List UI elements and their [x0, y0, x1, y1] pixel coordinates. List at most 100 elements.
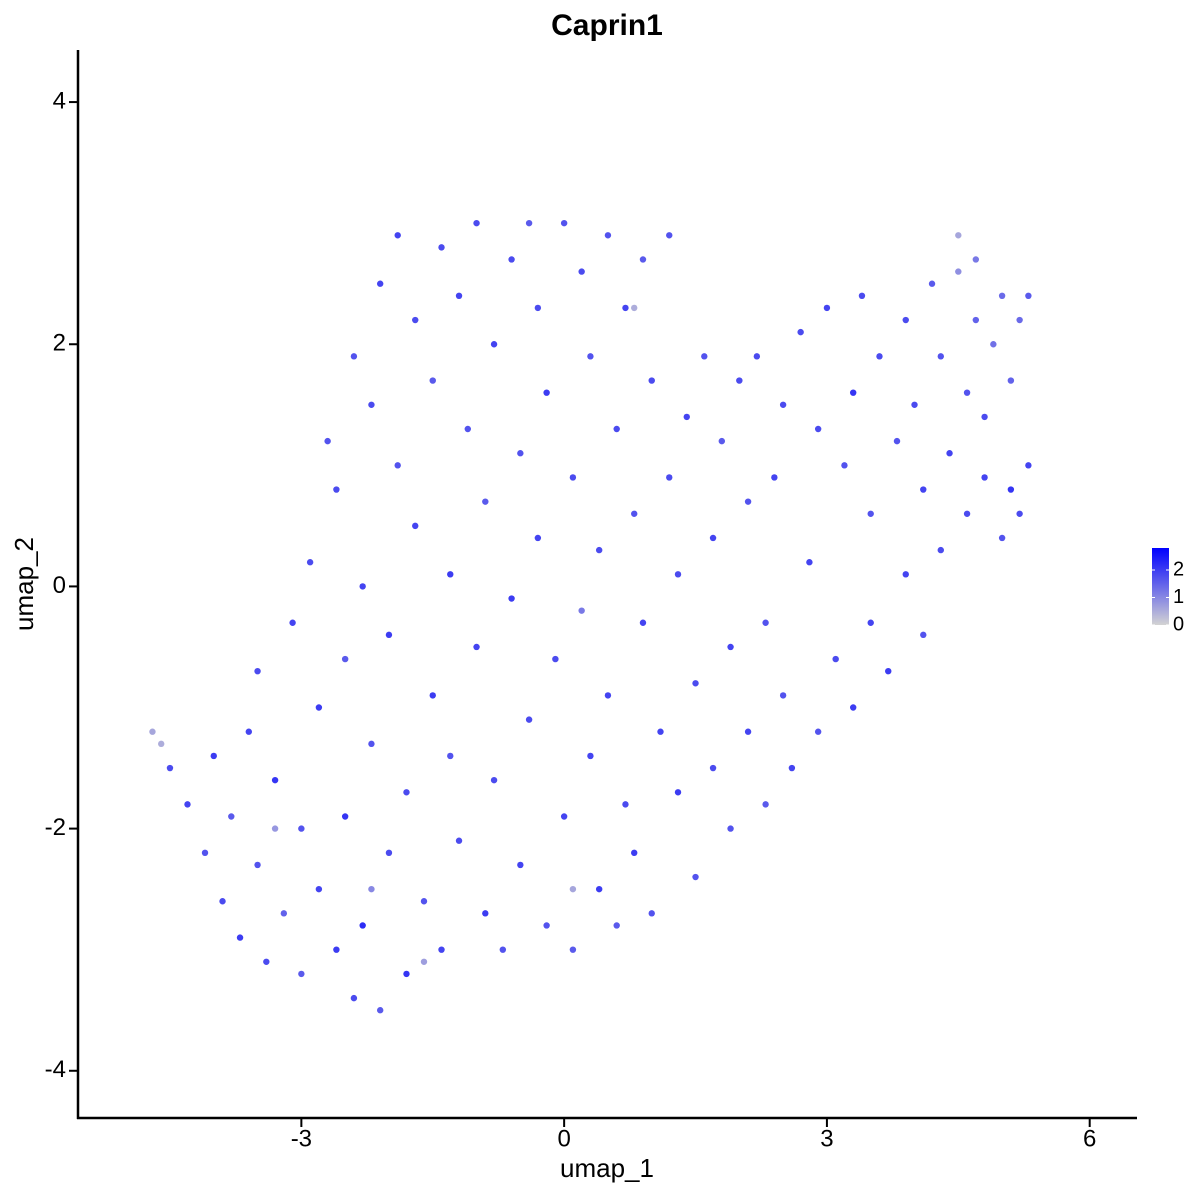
- point: [271, 825, 279, 832]
- colorbar-tick-label: 2: [1173, 558, 1184, 580]
- point: [1016, 510, 1023, 517]
- point: [841, 462, 848, 469]
- point: [972, 316, 980, 324]
- point: [683, 413, 690, 421]
- point: [517, 861, 524, 869]
- y-tick-label: 4: [53, 87, 66, 114]
- point: [631, 849, 638, 857]
- point: [779, 692, 787, 699]
- point: [376, 1007, 384, 1014]
- point: [587, 353, 594, 360]
- point: [289, 619, 296, 626]
- point: [736, 377, 743, 384]
- point: [429, 692, 436, 699]
- point: [201, 849, 209, 857]
- point: [447, 752, 454, 760]
- point: [350, 994, 358, 1002]
- point: [981, 474, 988, 481]
- point: [911, 401, 918, 408]
- point: [613, 922, 620, 929]
- point: [569, 946, 577, 953]
- point: [823, 304, 831, 312]
- point: [928, 280, 936, 287]
- point: [972, 256, 980, 263]
- point: [228, 813, 235, 820]
- point: [622, 304, 629, 312]
- point: [368, 885, 375, 893]
- point: [280, 910, 288, 917]
- y-tick-label: 0: [53, 572, 66, 599]
- point: [525, 716, 533, 723]
- point: [543, 922, 550, 929]
- point: [166, 764, 174, 772]
- point: [1007, 486, 1015, 493]
- point: [438, 244, 445, 251]
- point: [429, 377, 436, 384]
- point: [771, 474, 778, 481]
- point: [359, 922, 366, 929]
- point: [350, 353, 358, 360]
- point: [368, 740, 375, 748]
- point: [1025, 292, 1032, 300]
- point: [674, 571, 682, 578]
- point: [955, 232, 962, 239]
- point: [482, 910, 489, 917]
- colorbar-tick-label: 1: [1173, 586, 1184, 608]
- point: [709, 764, 717, 772]
- point: [753, 353, 761, 360]
- point: [333, 946, 340, 953]
- point: [490, 776, 498, 784]
- point: [762, 801, 769, 808]
- y-tick-label: 2: [53, 330, 66, 357]
- y-tick-label: -4: [45, 1056, 66, 1083]
- point: [674, 789, 682, 796]
- point: [306, 559, 314, 566]
- point: [937, 353, 944, 360]
- point: [385, 631, 393, 639]
- point: [639, 619, 647, 626]
- point: [595, 885, 603, 893]
- point: [779, 401, 787, 408]
- point: [657, 728, 664, 735]
- point: [499, 946, 507, 953]
- point: [832, 655, 839, 663]
- chart-title: Caprin1: [551, 9, 663, 42]
- point: [814, 425, 822, 433]
- point: [473, 643, 480, 651]
- point: [298, 825, 305, 832]
- point: [245, 728, 253, 735]
- point: [508, 256, 515, 263]
- point: [578, 268, 585, 275]
- point: [990, 341, 997, 348]
- point: [1007, 377, 1015, 384]
- point: [333, 486, 340, 493]
- point: [666, 474, 673, 481]
- point: [368, 401, 375, 408]
- point: [648, 910, 655, 917]
- point: [744, 498, 752, 505]
- point: [341, 655, 349, 663]
- point: [447, 571, 454, 578]
- point: [692, 873, 699, 881]
- x-tick-label: 6: [1083, 1125, 1096, 1152]
- point: [420, 958, 428, 965]
- point: [569, 885, 577, 893]
- point: [762, 619, 769, 626]
- point: [622, 801, 629, 808]
- point: [666, 232, 673, 239]
- point: [394, 462, 401, 469]
- point: [315, 704, 323, 711]
- point: [394, 232, 401, 239]
- point: [797, 328, 804, 336]
- point: [648, 377, 655, 384]
- point: [963, 510, 971, 517]
- point: [464, 425, 471, 433]
- point: [727, 825, 734, 832]
- point: [569, 474, 577, 481]
- point: [587, 752, 594, 760]
- point: [525, 219, 533, 227]
- point: [271, 776, 279, 784]
- point: [473, 219, 480, 227]
- point: [788, 764, 796, 772]
